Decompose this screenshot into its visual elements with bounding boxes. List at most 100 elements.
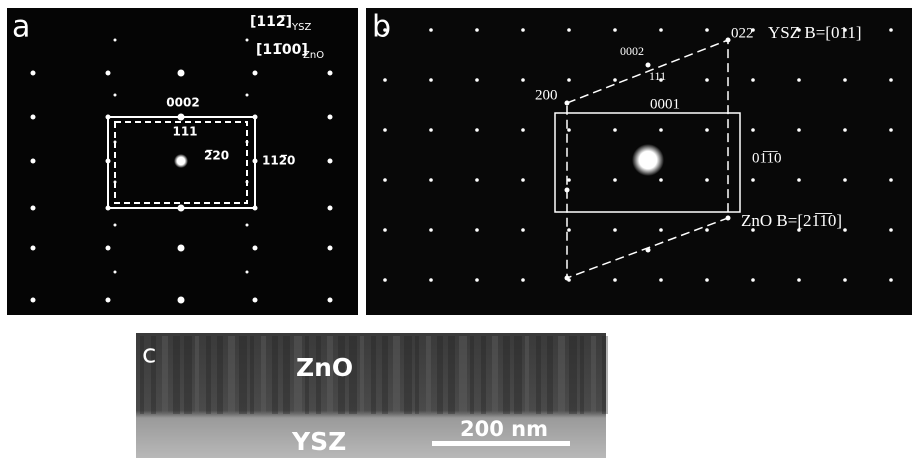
spot: [521, 178, 525, 182]
spot: [843, 178, 847, 182]
grain: [239, 336, 247, 414]
spot: [475, 128, 479, 132]
spot: [843, 128, 847, 132]
spot: [31, 71, 36, 76]
grain: [173, 336, 180, 414]
grain: [536, 336, 541, 414]
spot: [889, 28, 893, 32]
spot: [843, 78, 847, 82]
grain: [459, 336, 467, 414]
spot: [475, 28, 479, 32]
zone-axis: ZnO B=[21̅1̅0]: [741, 211, 842, 230]
spot: [429, 78, 433, 82]
spot: [114, 271, 117, 274]
grain: [569, 336, 577, 414]
grain: [503, 336, 510, 414]
grain: [184, 336, 192, 414]
spot: [797, 178, 801, 182]
spot: [328, 115, 333, 120]
spot: [328, 298, 333, 303]
spot: [106, 298, 111, 303]
spot: [31, 206, 36, 211]
central-beam: [632, 144, 664, 176]
spot: [797, 128, 801, 132]
grain: [580, 336, 584, 414]
spot: [613, 278, 617, 282]
spot: [659, 178, 663, 182]
grain: [195, 336, 199, 414]
spot: [659, 128, 663, 132]
spot: [114, 39, 117, 42]
spot: [521, 128, 525, 132]
spot: [659, 28, 663, 32]
zone-axis-phase: ZnO: [303, 50, 324, 61]
film-texture: [140, 336, 608, 414]
spot: [253, 246, 258, 251]
spot: [889, 128, 893, 132]
scale-bar-label: 200 nm: [460, 417, 548, 441]
panel-label: a: [12, 10, 30, 45]
spot: [567, 128, 571, 132]
grain: [206, 336, 211, 414]
spot: [246, 271, 249, 274]
spot: [429, 228, 433, 232]
spot: [106, 71, 111, 76]
spot: [567, 28, 571, 32]
spot: [475, 228, 479, 232]
grain: [437, 336, 443, 414]
spot: [705, 78, 709, 82]
spot: [751, 178, 755, 182]
spot: [521, 228, 525, 232]
spot: [383, 78, 387, 82]
grain: [393, 336, 400, 414]
grain: [360, 336, 364, 414]
spot: [521, 278, 525, 282]
spot-label: 2̅20: [204, 149, 229, 163]
grain: [404, 336, 412, 414]
grain: [525, 336, 529, 414]
grain: [426, 336, 431, 414]
spot: [659, 278, 663, 282]
spot: [429, 128, 433, 132]
spot: [178, 245, 185, 252]
spot: [521, 28, 525, 32]
spot: [253, 71, 258, 76]
zone-axis: YSZ B=[011]: [768, 23, 861, 42]
grain: [162, 336, 168, 414]
spot: [889, 78, 893, 82]
spot: [328, 71, 333, 76]
grain: [591, 336, 596, 414]
spot: [246, 39, 249, 42]
spot-label: 112̅0: [262, 154, 295, 168]
panel-label: b: [372, 10, 391, 45]
spot: [889, 278, 893, 282]
spot: [751, 128, 755, 132]
spot: [797, 278, 801, 282]
spot: [31, 159, 36, 164]
grain: [272, 336, 278, 414]
grain: [217, 336, 223, 414]
grain: [470, 336, 474, 414]
spot: [613, 128, 617, 132]
spot: [475, 278, 479, 282]
spot: [843, 228, 847, 232]
grain: [448, 336, 455, 414]
spot: [246, 224, 249, 227]
spot: [705, 28, 709, 32]
spot: [613, 228, 617, 232]
spot: [383, 278, 387, 282]
spot: [31, 246, 36, 251]
grain: [481, 336, 486, 414]
spot-label: 111: [172, 125, 197, 139]
spot: [567, 78, 571, 82]
zone-axis-phase: YSZ: [291, 22, 311, 33]
grain: [371, 336, 376, 414]
scale-bar: [432, 441, 570, 446]
spot: [705, 128, 709, 132]
grain: [558, 336, 565, 414]
grain: [382, 336, 388, 414]
spot: [383, 178, 387, 182]
spot: [429, 278, 433, 282]
zone-axis: [11̅00]: [256, 42, 308, 58]
spot: [31, 115, 36, 120]
